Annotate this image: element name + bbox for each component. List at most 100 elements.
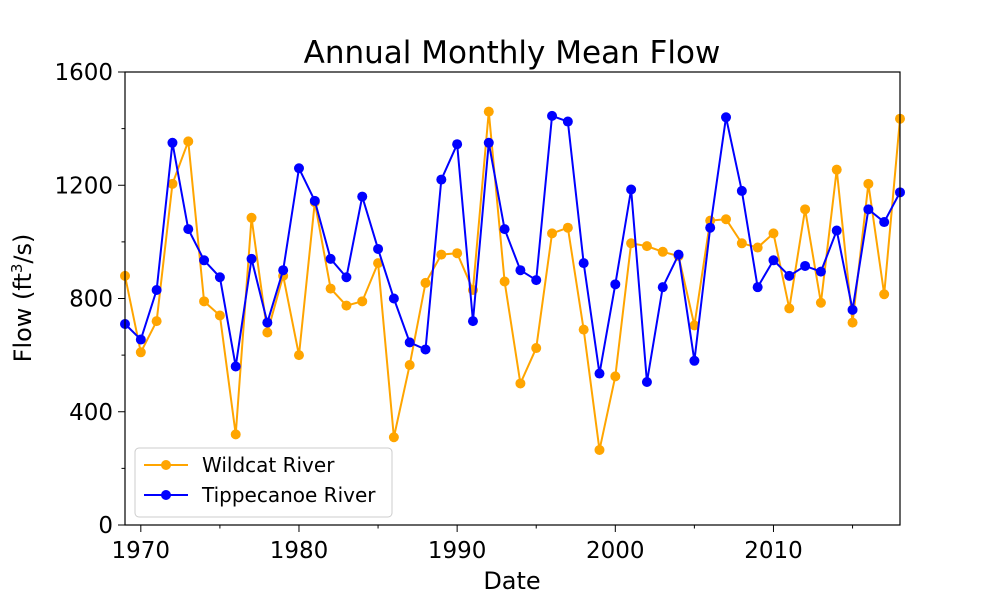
data-point-tippecanoe-river	[831, 225, 842, 236]
x-tick-label: 1970	[112, 538, 171, 564]
legend: Wildcat River Tippecanoe River	[134, 447, 393, 518]
data-point-wildcat-river	[689, 320, 700, 331]
data-point-tippecanoe-river	[657, 282, 668, 293]
data-point-tippecanoe-river	[752, 282, 763, 293]
data-point-wildcat-river	[610, 371, 621, 382]
data-point-tippecanoe-river	[341, 272, 352, 283]
data-point-tippecanoe-river	[452, 139, 463, 150]
data-point-wildcat-river	[752, 242, 763, 253]
data-point-tippecanoe-river	[815, 266, 826, 277]
data-point-tippecanoe-river	[151, 285, 162, 296]
data-point-tippecanoe-river	[230, 361, 241, 372]
data-point-wildcat-river	[515, 378, 526, 389]
data-point-tippecanoe-river	[610, 279, 621, 290]
y-tick-label: 1600	[54, 60, 113, 86]
data-point-wildcat-river	[452, 248, 463, 259]
data-point-wildcat-river	[341, 300, 352, 311]
data-point-tippecanoe-river	[436, 174, 447, 185]
series-line-tippecanoe-river	[124, 114, 901, 383]
data-point-tippecanoe-river	[278, 265, 289, 276]
data-point-wildcat-river	[436, 249, 447, 260]
data-point-wildcat-river	[831, 164, 842, 175]
data-point-tippecanoe-river	[515, 265, 526, 276]
data-point-tippecanoe-river	[214, 272, 225, 283]
data-point-tippecanoe-river	[689, 355, 700, 366]
y-tick-label: 800	[69, 287, 113, 313]
data-point-wildcat-river	[388, 432, 399, 443]
data-point-tippecanoe-river	[467, 316, 478, 327]
data-point-tippecanoe-river	[594, 368, 605, 379]
data-point-tippecanoe-river	[483, 137, 494, 148]
series-wildcat-river	[120, 106, 905, 455]
legend-label-tippecanoe: Tippecanoe River	[201, 483, 376, 507]
legend-marker-tippecanoe	[161, 490, 171, 500]
data-point-wildcat-river	[879, 289, 890, 300]
legend-entry-tippecanoe: Tippecanoe River	[144, 483, 376, 507]
data-point-tippecanoe-river	[626, 184, 637, 195]
data-point-tippecanoe-river	[246, 253, 257, 264]
legend-marker-wildcat	[161, 460, 171, 470]
data-point-wildcat-river	[562, 222, 573, 233]
y-axis: 0 400 800 1200 1600	[54, 60, 125, 539]
data-point-tippecanoe-river	[325, 253, 336, 264]
data-point-wildcat-river	[151, 316, 162, 327]
data-point-tippecanoe-river	[721, 112, 732, 123]
data-point-tippecanoe-river	[420, 344, 431, 355]
data-point-tippecanoe-river	[262, 317, 273, 328]
data-point-wildcat-river	[325, 283, 336, 294]
data-point-tippecanoe-river	[736, 185, 747, 196]
y-tick-label: 0	[98, 513, 113, 539]
x-axis: 1970 1980 1990 2000 2010	[112, 525, 854, 564]
data-point-tippecanoe-river	[531, 275, 542, 286]
series-layer	[120, 106, 905, 455]
y-axis-label-prefix: Flow (ft	[9, 273, 37, 362]
data-point-wildcat-river	[594, 444, 605, 455]
y-tick-label: 1200	[54, 173, 113, 199]
y-axis-label: Flow (ft3/s)	[8, 234, 37, 363]
data-point-wildcat-river	[199, 296, 210, 307]
data-point-tippecanoe-river	[199, 255, 210, 266]
series-tippecanoe-river	[120, 110, 905, 388]
data-point-tippecanoe-river	[547, 110, 558, 121]
data-point-tippecanoe-river	[879, 217, 890, 228]
data-point-tippecanoe-river	[404, 337, 415, 348]
data-point-tippecanoe-river	[784, 270, 795, 281]
data-point-wildcat-river	[404, 360, 415, 371]
data-point-wildcat-river	[167, 178, 178, 189]
data-point-tippecanoe-river	[167, 137, 178, 148]
data-point-wildcat-river	[230, 429, 241, 440]
y-tick-label: 400	[69, 400, 113, 426]
data-point-wildcat-river	[863, 178, 874, 189]
data-point-wildcat-river	[626, 238, 637, 249]
data-point-tippecanoe-river	[373, 243, 384, 254]
data-point-wildcat-river	[847, 317, 858, 328]
legend-entry-wildcat: Wildcat River	[144, 453, 335, 477]
data-point-tippecanoe-river	[309, 195, 320, 206]
data-point-wildcat-river	[547, 228, 558, 239]
data-point-wildcat-river	[578, 324, 589, 335]
data-point-wildcat-river	[768, 228, 779, 239]
legend-label-wildcat: Wildcat River	[202, 453, 335, 477]
data-point-tippecanoe-river	[499, 224, 510, 235]
x-tick-label: 1990	[428, 538, 487, 564]
y-axis-label-suffix: /s)	[9, 234, 37, 264]
data-point-tippecanoe-river	[293, 163, 304, 174]
data-point-wildcat-river	[657, 246, 668, 257]
data-point-wildcat-river	[293, 350, 304, 361]
data-point-wildcat-river	[420, 277, 431, 288]
data-point-wildcat-river	[214, 310, 225, 321]
data-point-tippecanoe-river	[183, 224, 194, 235]
x-tick-label: 2000	[586, 538, 645, 564]
x-tick-label: 1980	[270, 538, 329, 564]
data-point-tippecanoe-river	[705, 222, 716, 233]
x-axis-label: Date	[483, 567, 540, 595]
legend-box	[134, 447, 393, 518]
data-point-wildcat-river	[800, 204, 811, 215]
data-point-tippecanoe-river	[388, 293, 399, 304]
data-point-wildcat-river	[262, 327, 273, 338]
data-point-wildcat-river	[246, 212, 257, 223]
data-point-wildcat-river	[784, 303, 795, 314]
data-point-wildcat-river	[373, 258, 384, 269]
data-point-tippecanoe-river	[863, 204, 874, 215]
